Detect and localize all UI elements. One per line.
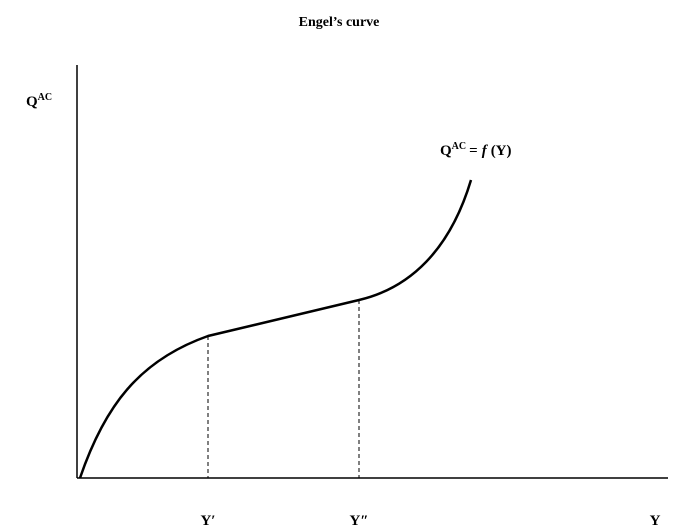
title: Engel’s curve	[299, 15, 380, 30]
curve-label: QAC = f (Y)	[440, 141, 512, 159]
x-tick-label: Y′	[200, 513, 215, 529]
y-axis-label: QAC	[26, 92, 52, 110]
y-axis-label-base: Q	[26, 94, 38, 110]
engel-curve	[78, 179, 473, 479]
curve-label-func: f	[482, 143, 489, 159]
x-tick-label: Y″	[349, 513, 368, 529]
y-axis-label-sup: AC	[38, 92, 52, 103]
curve-label-eq: =	[469, 143, 478, 159]
x-axis-label: Y	[650, 513, 661, 529]
curve-label-base: Q	[440, 143, 452, 159]
curve-label-sup: AC	[452, 141, 466, 152]
curve-label-arg: (Y)	[491, 143, 512, 159]
